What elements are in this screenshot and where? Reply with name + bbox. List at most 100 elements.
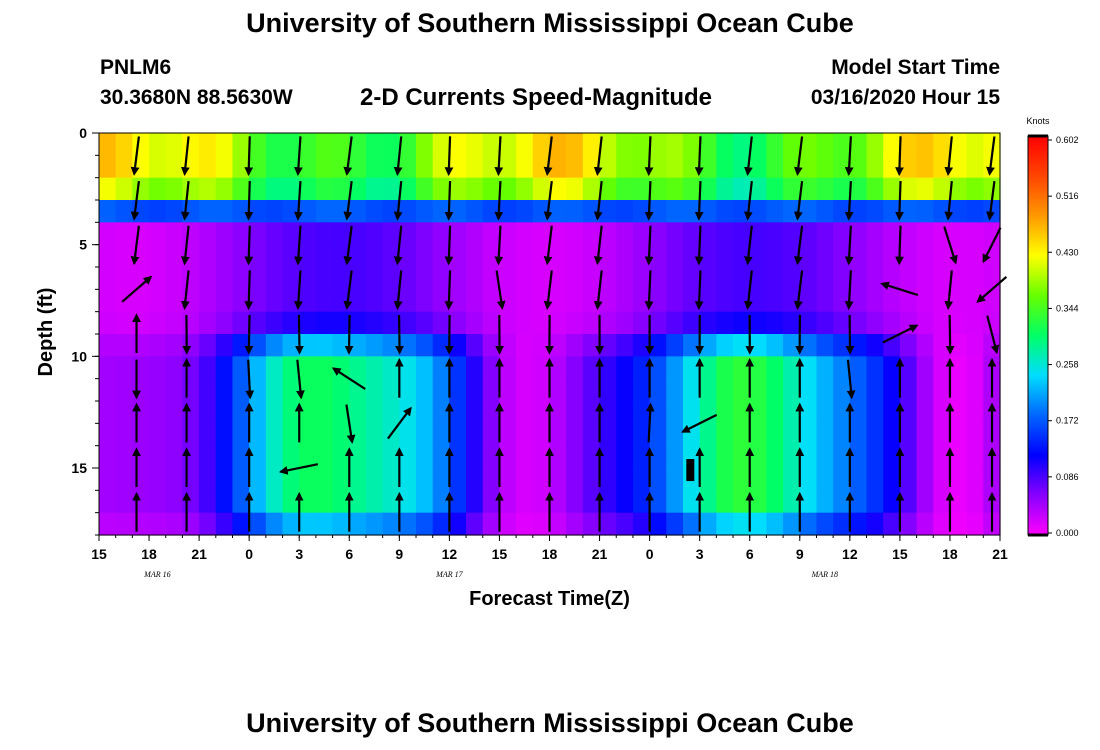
heatmap-cell	[232, 378, 250, 402]
heatmap-cell	[332, 445, 350, 469]
heatmap-cell	[265, 289, 284, 313]
heatmap-cell	[766, 267, 784, 290]
heatmap-cell	[315, 155, 334, 179]
heatmap-cell	[449, 200, 467, 223]
heatmap-cell	[532, 468, 551, 491]
heatmap-cell	[582, 311, 601, 335]
heatmap-cell	[833, 155, 851, 179]
heatmap-cell	[766, 490, 784, 514]
heatmap-cell	[599, 267, 617, 290]
current-vector-arrow	[395, 314, 404, 355]
heatmap-cell	[165, 177, 184, 201]
heatmap-cell	[899, 311, 918, 335]
heatmap-cell	[783, 133, 801, 156]
heatmap-cell	[199, 423, 217, 447]
heatmap-cell	[949, 401, 968, 424]
heatmap-cell	[632, 334, 651, 357]
heatmap-cell	[265, 155, 284, 179]
heatmap-cell	[899, 133, 918, 156]
heatmap-cell	[899, 401, 918, 424]
current-vector-arrow	[294, 270, 303, 311]
heatmap-cell	[265, 423, 284, 447]
heatmap-cell	[99, 468, 117, 491]
current-vector-arrow	[245, 359, 255, 400]
heatmap-cell	[115, 177, 133, 201]
heatmap-cell	[449, 445, 467, 469]
heatmap-cell	[666, 490, 684, 514]
heatmap-cell	[282, 512, 300, 536]
heatmap-cell	[182, 311, 200, 335]
heatmap-cell	[315, 222, 334, 246]
heatmap-cell	[199, 222, 217, 246]
heatmap-cell	[866, 512, 884, 536]
heatmap-cell	[716, 445, 734, 469]
heatmap-cell	[949, 445, 968, 469]
heatmap-cell	[165, 445, 184, 469]
heatmap-cell	[666, 445, 684, 469]
heatmap-cell	[833, 490, 851, 514]
heatmap-cell	[649, 468, 667, 491]
heatmap-cell	[632, 490, 651, 514]
heatmap-cell	[566, 468, 584, 491]
heatmap-cell	[499, 468, 517, 491]
heatmap-cell	[299, 289, 317, 313]
station-coordinates: 30.3680N 88.5630W	[100, 86, 293, 109]
heatmap-cell	[282, 334, 300, 357]
heatmap-cell	[816, 423, 834, 447]
current-vector-arrow	[793, 225, 804, 266]
heatmap-cell	[282, 267, 300, 290]
heatmap-cell	[149, 356, 167, 380]
heatmap-cell	[949, 155, 968, 179]
heatmap-cell	[749, 311, 768, 335]
current-vector-arrow	[944, 136, 954, 176]
heatmap-cell	[499, 155, 517, 179]
heatmap-cell	[165, 423, 184, 447]
heatmap-cell	[182, 222, 200, 246]
heatmap-cell	[549, 334, 567, 357]
heatmap-cell	[849, 423, 868, 447]
heatmap-cell	[799, 490, 818, 514]
heatmap-cell	[733, 334, 751, 357]
heatmap-cell	[466, 512, 484, 536]
heatmap-cell	[933, 445, 951, 469]
heatmap-cell	[733, 468, 751, 491]
current-vector-arrow	[344, 314, 354, 355]
heatmap-cell	[682, 267, 701, 290]
heatmap-cell	[365, 445, 384, 469]
heatmap-cell	[99, 356, 117, 380]
heatmap-cell	[849, 177, 868, 201]
heatmap-cell	[182, 356, 200, 380]
heatmap-cell	[265, 222, 284, 246]
heatmap-cell	[232, 356, 250, 380]
x-tick-label: 18	[942, 546, 958, 562]
heatmap-cell	[949, 490, 968, 514]
date-label: MAR 17	[435, 570, 463, 579]
heatmap-cell	[833, 200, 851, 223]
heatmap-cell	[566, 311, 584, 335]
heatmap-cell	[416, 378, 434, 402]
current-vector-arrow	[844, 225, 854, 266]
current-vector-arrow	[895, 225, 904, 266]
heatmap-cell	[599, 468, 617, 491]
heatmap-cell	[532, 490, 551, 514]
heatmap-cell	[365, 356, 384, 380]
heatmap-cell	[816, 356, 834, 380]
x-tick-label: 0	[245, 546, 253, 562]
heatmap-cell	[899, 356, 918, 380]
heatmap-cell	[282, 133, 300, 156]
heatmap-cell	[282, 244, 300, 268]
heatmap-cell	[566, 222, 584, 246]
heatmap-cell	[299, 222, 317, 246]
heatmap-cell	[299, 311, 317, 335]
heatmap-cell	[315, 289, 334, 313]
current-vector-arrow	[244, 180, 254, 221]
heatmap-cell	[933, 468, 951, 491]
heatmap-cell	[449, 267, 467, 290]
heatmap-cell	[99, 490, 117, 514]
heatmap-cell	[849, 267, 868, 290]
heatmap-cell	[115, 222, 133, 246]
current-vector-arrow	[593, 136, 603, 176]
heatmap-cell	[165, 311, 184, 335]
heatmap-cell	[232, 423, 250, 447]
heatmap-cell	[866, 468, 884, 491]
